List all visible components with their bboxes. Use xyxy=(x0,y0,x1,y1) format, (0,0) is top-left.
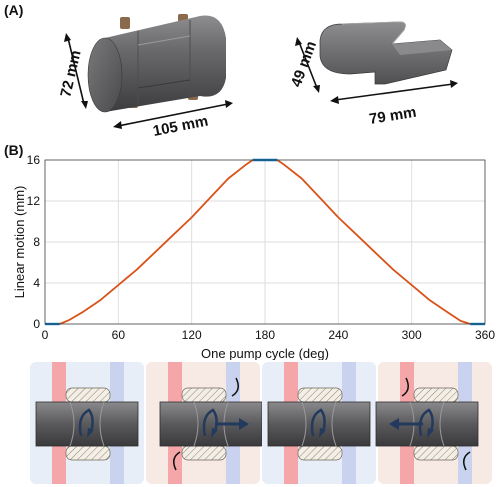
piston-length-label: 79 mm xyxy=(368,104,418,128)
chart-grid xyxy=(44,159,486,325)
pump-3d-views: 72 mm 105 mm 49 mm 79 mm xyxy=(57,14,458,140)
stage-panel-4 xyxy=(375,362,492,484)
piston-groove xyxy=(301,401,337,447)
y-tick-label: 4 xyxy=(33,276,40,290)
rotate-arrow-icon xyxy=(310,408,326,437)
panel-a-label: (A) xyxy=(4,2,24,18)
pump-stage-diagram xyxy=(30,362,492,484)
x-tick-label: 360 xyxy=(475,328,495,342)
x-tick-label: 120 xyxy=(182,328,202,342)
x-tick-label: 180 xyxy=(255,328,275,342)
x-tick-label: 60 xyxy=(112,328,126,342)
plot-frame xyxy=(44,159,486,325)
rotate-arrowhead-icon xyxy=(87,428,94,438)
flow-in-arrow-icon xyxy=(463,451,471,471)
cylinder-housing-model xyxy=(87,14,226,113)
piston-height-arrow xyxy=(295,37,320,93)
panel-b-label: (B) xyxy=(4,142,24,158)
y-tick-label: 0 xyxy=(33,317,40,331)
housing-seal-bottom xyxy=(65,445,111,461)
housing-seal-top xyxy=(65,387,111,403)
piston-model xyxy=(319,21,453,85)
linear-motion-chart: 0 60 120 180 240 300 360 0 4 8 12 16 One pump cycle… xyxy=(12,153,496,360)
piston-body xyxy=(35,401,139,447)
rotate-arrowhead-icon xyxy=(319,428,326,438)
rotate-arrowhead-icon xyxy=(211,428,218,438)
x-tick-label: 300 xyxy=(402,328,422,342)
housing-seal-bottom xyxy=(181,445,227,461)
chart-tick-labels: 0 60 120 180 240 300 360 0 4 8 12 16 xyxy=(27,153,496,342)
cylinder-length-label: 105 mm xyxy=(152,113,210,140)
housing-seal-top xyxy=(181,387,227,403)
fitting-top-left xyxy=(120,17,130,29)
y-tick-label: 16 xyxy=(27,153,41,167)
chart-axes xyxy=(44,159,486,325)
translate-arrowhead-icon xyxy=(389,418,399,430)
piston-body xyxy=(267,401,371,447)
stage-panel-2 xyxy=(146,362,263,484)
stage-panel-1 xyxy=(30,362,144,484)
translate-arrowhead-icon xyxy=(239,418,249,430)
flow-out-arrow-icon xyxy=(401,377,409,397)
cylinder-height-arrow xyxy=(64,33,88,109)
rotate-arrow-icon xyxy=(418,408,434,437)
flow-out-arrow-icon xyxy=(231,377,239,397)
housing-seal-bottom xyxy=(413,445,459,461)
cylinder-length-arrow xyxy=(113,100,233,129)
housing-seal-bottom xyxy=(297,445,343,461)
y-tick-label: 8 xyxy=(33,235,40,249)
piston-groove xyxy=(69,401,105,447)
piston-length-arrow xyxy=(330,80,458,104)
y-tick-label: 12 xyxy=(27,194,41,208)
rotate-arrow-icon xyxy=(78,408,94,437)
y-axis-title: Linear motion (mm) xyxy=(12,186,27,299)
stage-panel-3 xyxy=(262,362,376,484)
housing-seal-top xyxy=(413,387,459,403)
x-tick-label: 240 xyxy=(328,328,348,342)
x-tick-label: 0 xyxy=(42,328,49,342)
x-axis-title: One pump cycle (deg) xyxy=(201,346,329,360)
housing-seal-top xyxy=(297,387,343,403)
rotate-arrowhead-icon xyxy=(427,428,434,438)
flow-in-arrow-icon xyxy=(173,451,181,471)
